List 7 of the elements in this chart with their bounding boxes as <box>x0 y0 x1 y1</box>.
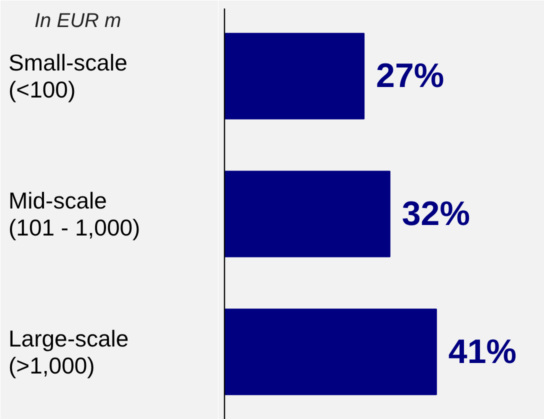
y-tick-label: Mid-scale (101 - 1,000) <box>8 187 140 241</box>
y-tick-label: Small-scale (<100) <box>8 49 128 103</box>
y-tick-label: Large-scale (>1,000) <box>8 325 129 379</box>
data-label: 32% <box>402 195 470 233</box>
y-axis-title: In EUR m <box>34 10 122 32</box>
data-label: 41% <box>448 332 516 371</box>
data-label: 27% <box>376 57 444 96</box>
